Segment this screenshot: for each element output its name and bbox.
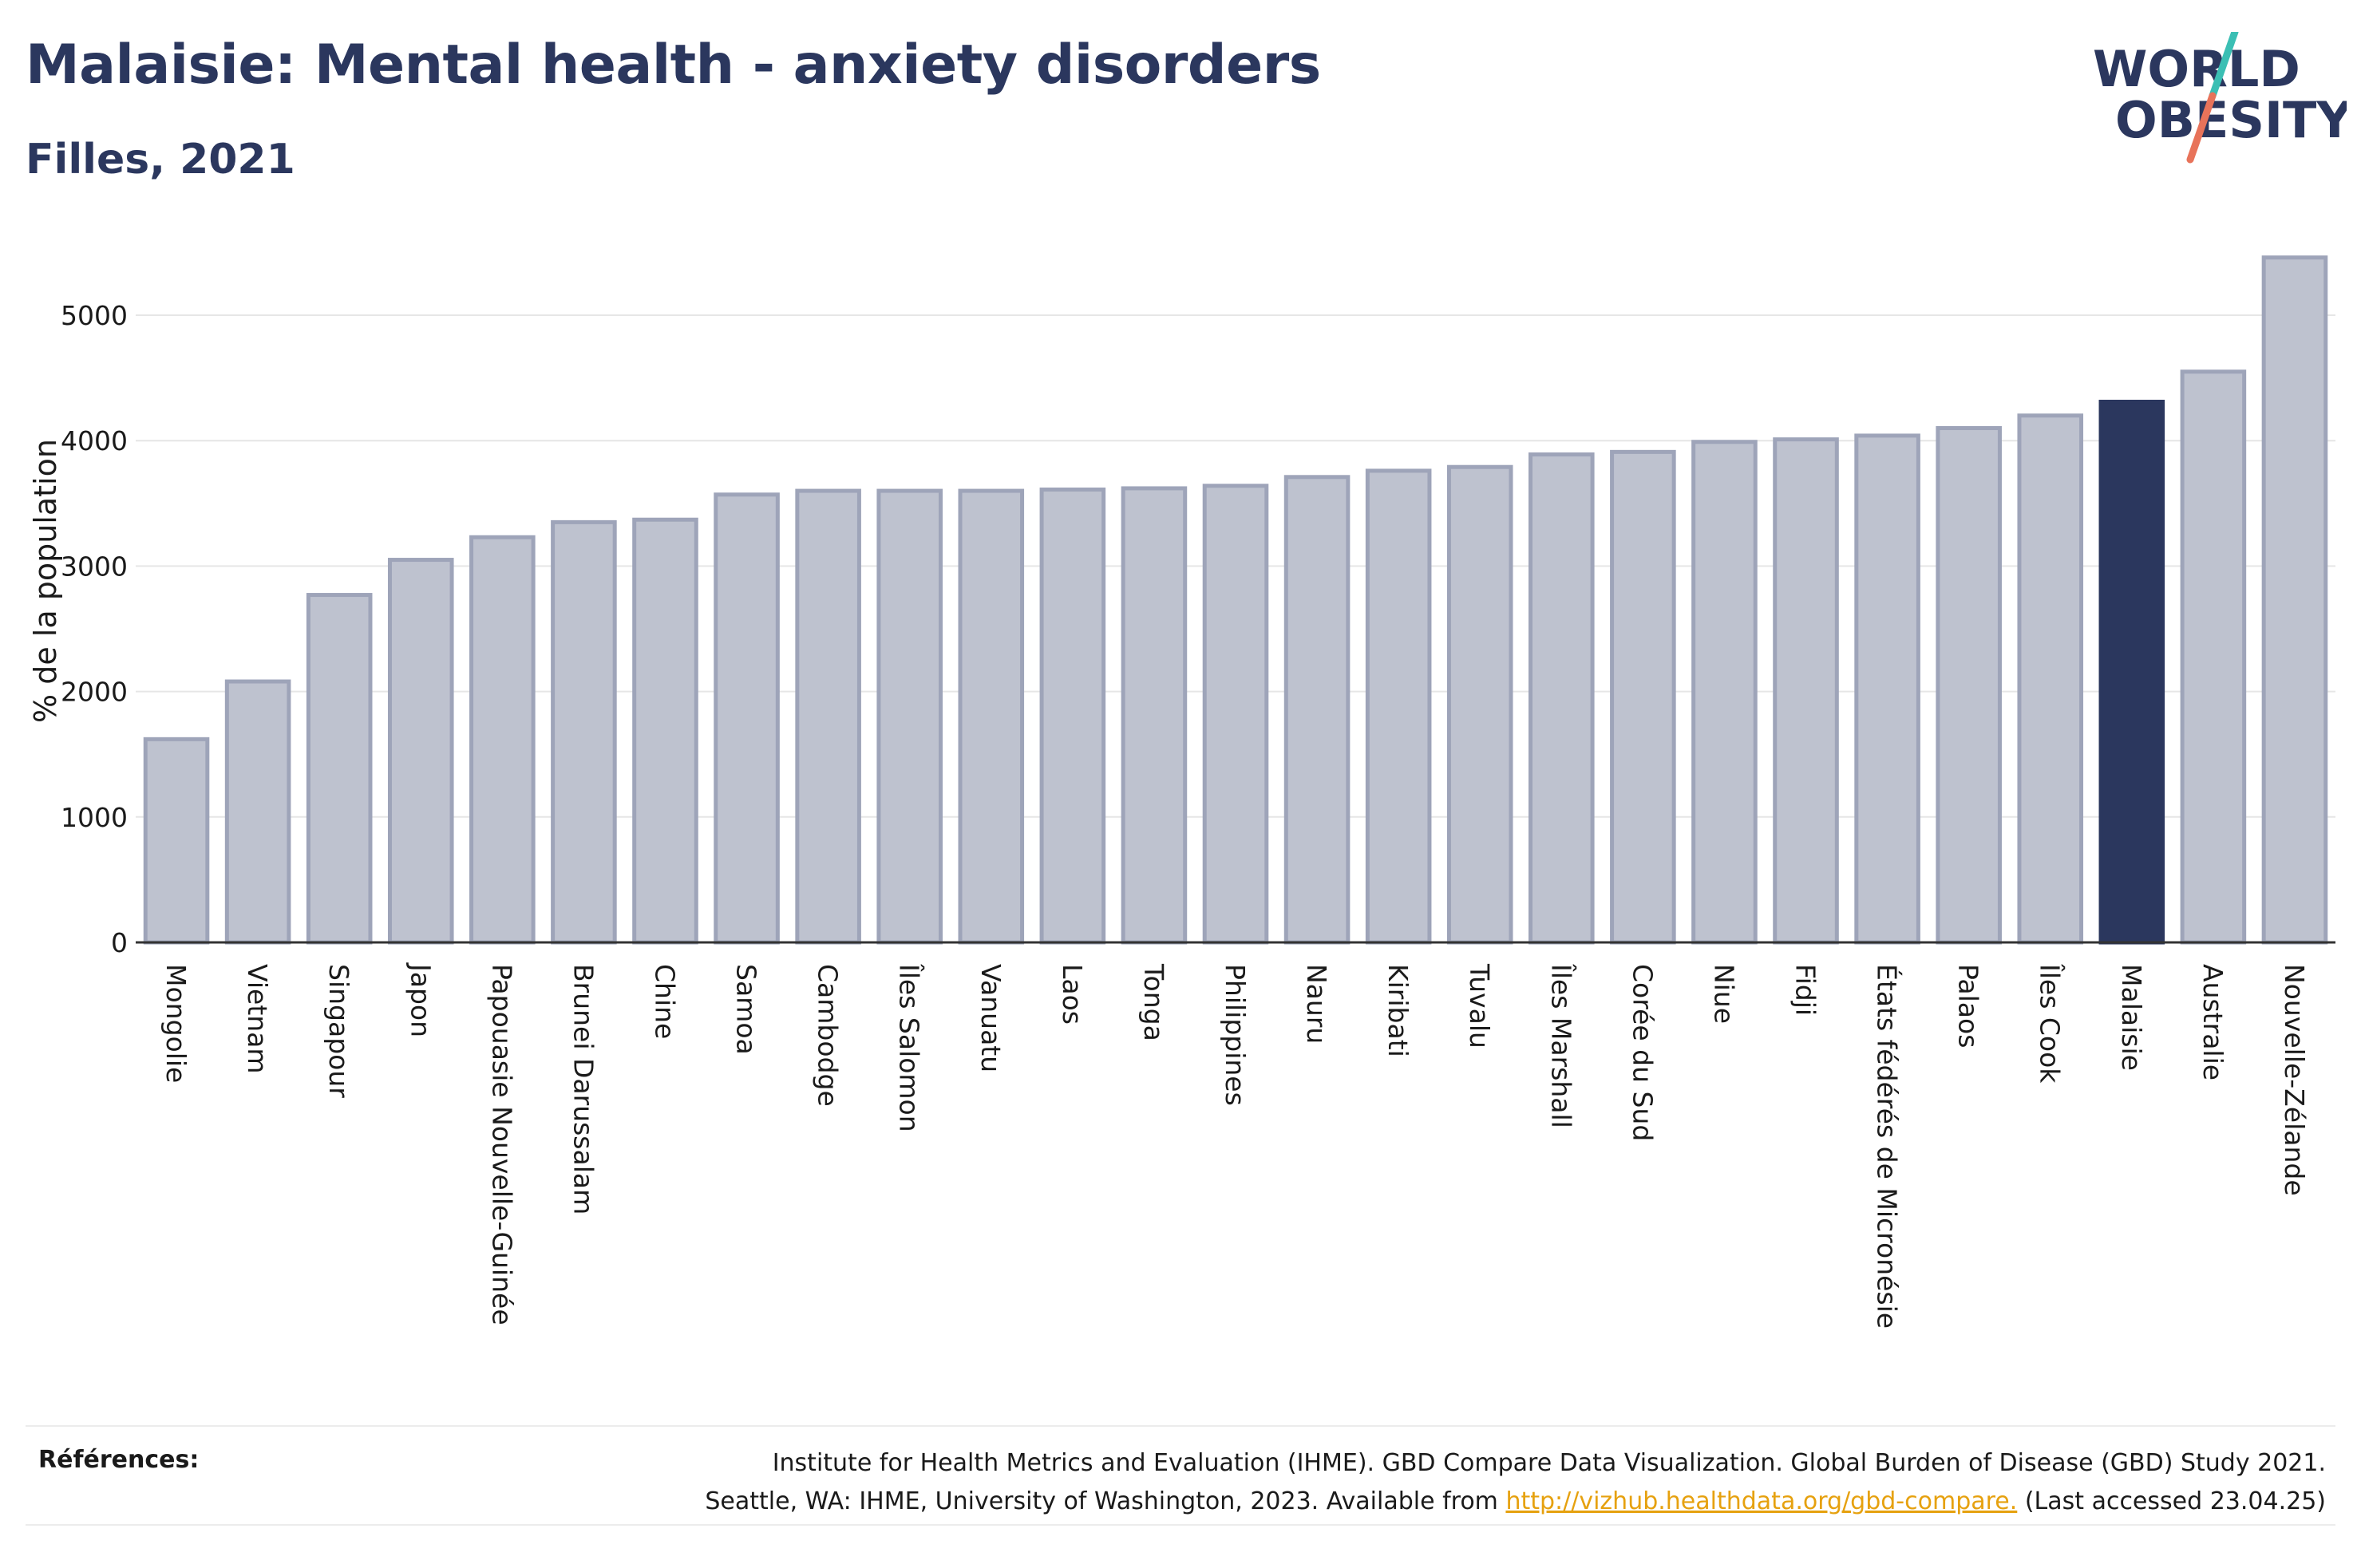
references-text: Institute for Health Metrics and Evaluat…	[570, 1444, 2326, 1521]
bar	[2180, 369, 2247, 945]
x-tick-label: Kiribati	[1382, 964, 1414, 1057]
bar	[795, 488, 861, 945]
bar	[1202, 484, 1269, 945]
x-tick-label: Corée du Sud	[1627, 964, 1658, 1141]
bar	[1039, 488, 1106, 945]
bar	[714, 492, 780, 945]
bar	[1854, 433, 1920, 945]
bar	[1121, 486, 1188, 945]
x-tick-label: Nauru	[1301, 964, 1332, 1044]
x-tick-label: Australie	[2197, 964, 2229, 1080]
x-tick-label: Vietnam	[242, 964, 273, 1074]
bar	[143, 737, 210, 945]
bar	[1691, 440, 1758, 945]
x-tick-label: Samoa	[731, 964, 762, 1055]
x-tick-label: Niue	[1708, 964, 1739, 1024]
x-tick-label: Papouasie Nouvelle-Guinée	[486, 964, 517, 1325]
bar	[1773, 437, 1839, 945]
x-tick-label: Brunei Darussalam	[568, 964, 599, 1215]
reference-line2-start: Seattle, WA: IHME, University of Washing…	[705, 1487, 1506, 1515]
y-tick-label: 1000	[61, 802, 128, 833]
y-tick-label: 2000	[61, 677, 128, 708]
bar	[876, 488, 943, 945]
x-tick-label: Fidji	[1790, 964, 1821, 1016]
bar	[1283, 475, 1351, 945]
reference-line2: Seattle, WA: IHME, University of Washing…	[570, 1483, 2326, 1521]
reference-line2-end: (Last accessed 23.04.25)	[2017, 1487, 2326, 1515]
x-tick-label: Tuvalu	[1464, 963, 1495, 1049]
bar	[1365, 468, 1432, 945]
y-tick-label: 0	[111, 927, 128, 958]
x-tick-label: États fédérés de Micronésie	[1872, 964, 1904, 1329]
chart-subtitle: Filles, 2021	[26, 136, 295, 184]
logo-slash-teal	[2209, 32, 2239, 100]
bar	[306, 593, 373, 945]
bar	[1529, 452, 1595, 945]
x-tick-label: Malaisie	[2116, 964, 2147, 1071]
chart-title: Malaisie: Mental health - anxiety disord…	[26, 34, 1321, 97]
bar	[2261, 255, 2328, 945]
bar	[551, 519, 617, 945]
logo-slash-coral	[2186, 92, 2217, 164]
x-tick-label: Mongolie	[160, 964, 192, 1083]
world-obesity-logo: WORLD OBESITY	[2093, 32, 2347, 164]
x-tick-label: Îles Cook	[2035, 963, 2066, 1084]
x-tick-label: Cambodge	[813, 964, 844, 1107]
reference-link[interactable]: http://vizhub.healthdata.org/gbd-compare…	[1505, 1487, 2018, 1515]
bar	[469, 535, 536, 945]
bar	[632, 517, 698, 945]
bar	[387, 558, 454, 945]
bar	[1446, 464, 1513, 945]
references-divider-top	[26, 1425, 2335, 1427]
bar	[1610, 449, 1676, 945]
bar-highlight	[2098, 399, 2165, 945]
x-tick-label: Îles Marshall	[1545, 963, 1577, 1128]
reference-line1: Institute for Health Metrics and Evaluat…	[772, 1449, 2326, 1477]
bar-chart: 0 1000 2000 3000 4000 5000 Mongolie Vietnam Sin…	[28, 255, 2335, 1329]
references-label: Références:	[38, 1446, 200, 1474]
bar	[224, 679, 291, 945]
logo-line2: OBESITY	[2115, 91, 2347, 149]
x-tick-label: Singapour	[323, 964, 354, 1098]
bar	[2017, 413, 2084, 945]
x-tick-label: Philippines	[1220, 964, 1251, 1106]
x-tick-label: Tonga	[1138, 963, 1169, 1041]
y-tick-label: 4000	[61, 425, 128, 456]
bar	[958, 488, 1025, 945]
y-tick-layer: 0 1000 2000 3000 4000 5000	[61, 300, 128, 958]
y-tick-label: 3000	[61, 551, 128, 582]
x-tick-label: Nouvelle-Zélande	[2279, 964, 2310, 1196]
x-tick-label: Laos	[1057, 964, 1088, 1025]
y-tick-label: 5000	[61, 300, 128, 331]
references-divider-bottom	[26, 1524, 2335, 1526]
logo-line1: WORLD	[2093, 40, 2300, 98]
x-tick-label: Îles Salomon	[894, 963, 926, 1132]
y-axis-label: % de la population	[28, 439, 63, 723]
x-tick-layer: Mongolie Vietnam Singapour Japon Papouasie N…	[160, 962, 2310, 1329]
x-tick-label: Palaos	[1953, 964, 1984, 1048]
x-tick-label: Chine	[649, 964, 680, 1039]
x-tick-label: Vanuatu	[975, 964, 1006, 1072]
x-tick-label: Japon	[405, 962, 436, 1037]
bar	[1936, 425, 2002, 945]
bar-layer	[143, 255, 2328, 945]
